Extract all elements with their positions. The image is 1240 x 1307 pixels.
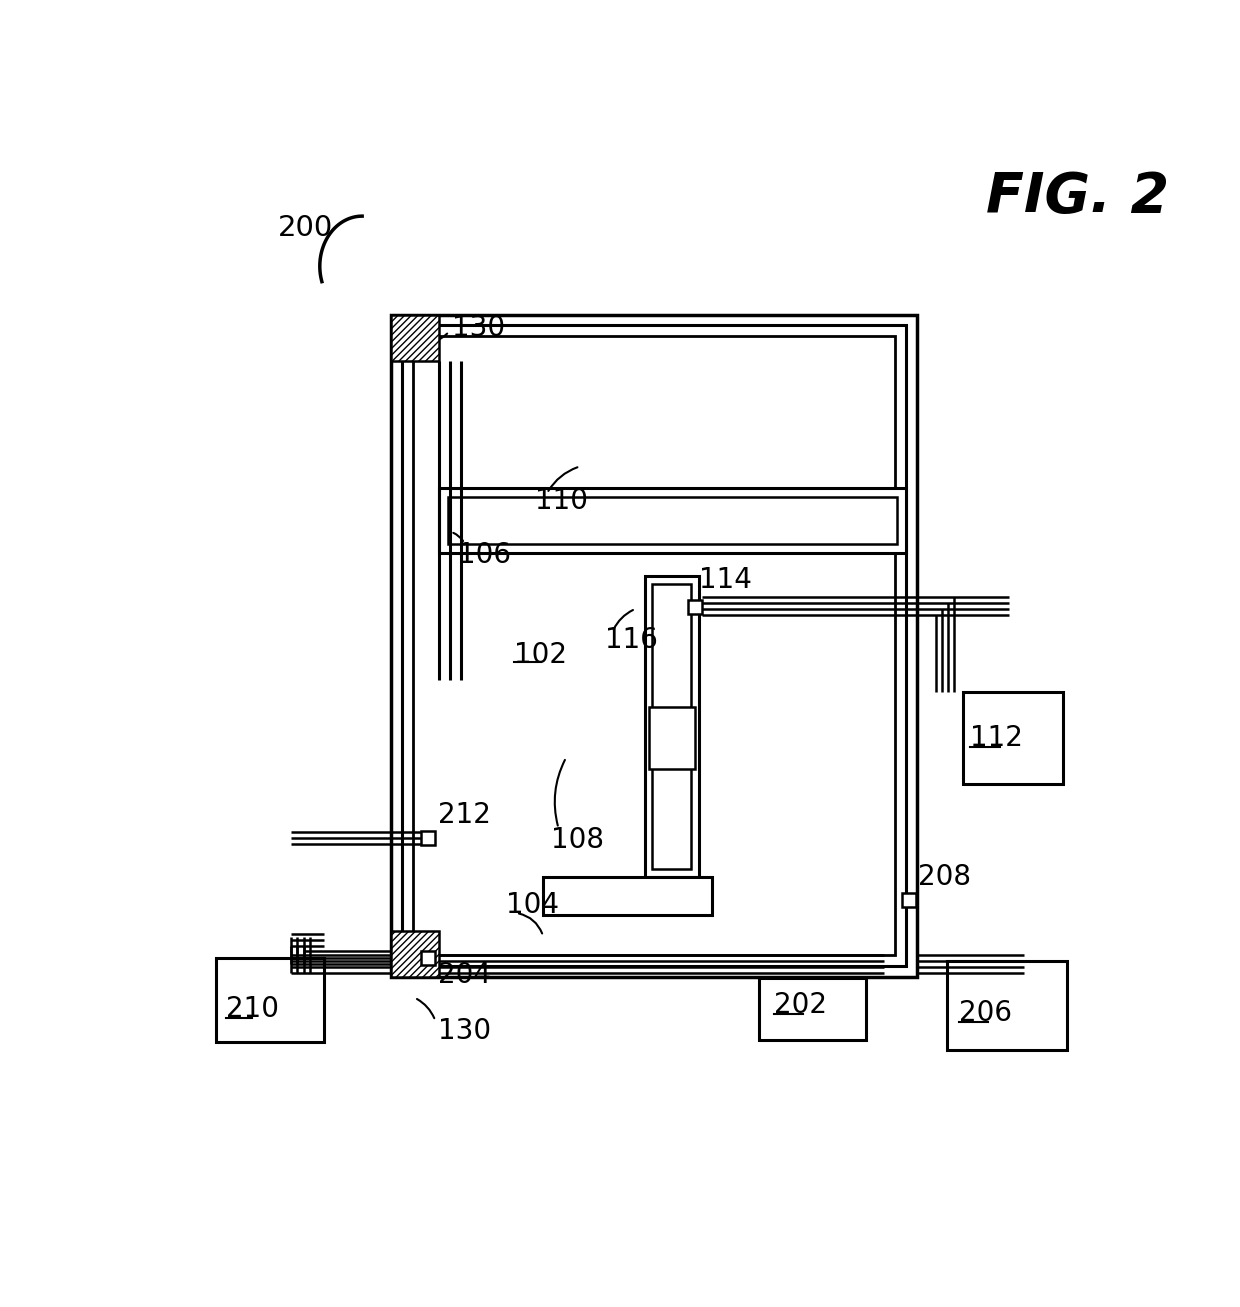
Text: 204: 204 (438, 961, 491, 988)
Text: 208: 208 (918, 863, 971, 891)
Bar (392, 315, 439, 361)
Bar (645, 576, 698, 877)
Text: 210: 210 (226, 995, 279, 1023)
Text: 114: 114 (698, 566, 751, 595)
Text: FIG. 2: FIG. 2 (986, 170, 1169, 223)
Text: 202: 202 (774, 992, 827, 1019)
Text: 108: 108 (551, 826, 604, 853)
Bar (392, 931, 439, 976)
Text: 112: 112 (971, 724, 1023, 753)
Text: 130: 130 (453, 314, 506, 341)
Bar (947, 962, 1066, 1050)
Bar (652, 584, 691, 869)
Text: 106: 106 (459, 541, 511, 569)
Bar (413, 336, 895, 955)
Text: 130: 130 (438, 1017, 491, 1044)
Bar (402, 325, 905, 966)
Bar (422, 831, 435, 846)
Text: 200: 200 (278, 213, 332, 242)
Text: 212: 212 (438, 801, 491, 829)
Text: 102: 102 (513, 640, 567, 669)
Bar (439, 488, 905, 553)
Text: 206: 206 (959, 999, 1012, 1027)
Bar (392, 315, 916, 976)
Text: 116: 116 (605, 626, 657, 654)
Bar (759, 979, 867, 1040)
Bar (216, 958, 324, 1043)
Bar (688, 600, 702, 614)
Bar (422, 950, 435, 965)
Bar (649, 707, 694, 769)
Bar (449, 497, 897, 544)
Text: 110: 110 (536, 488, 589, 515)
Text: 104: 104 (506, 891, 559, 919)
Bar (543, 877, 713, 915)
Bar (901, 893, 916, 907)
Bar (962, 691, 1063, 784)
